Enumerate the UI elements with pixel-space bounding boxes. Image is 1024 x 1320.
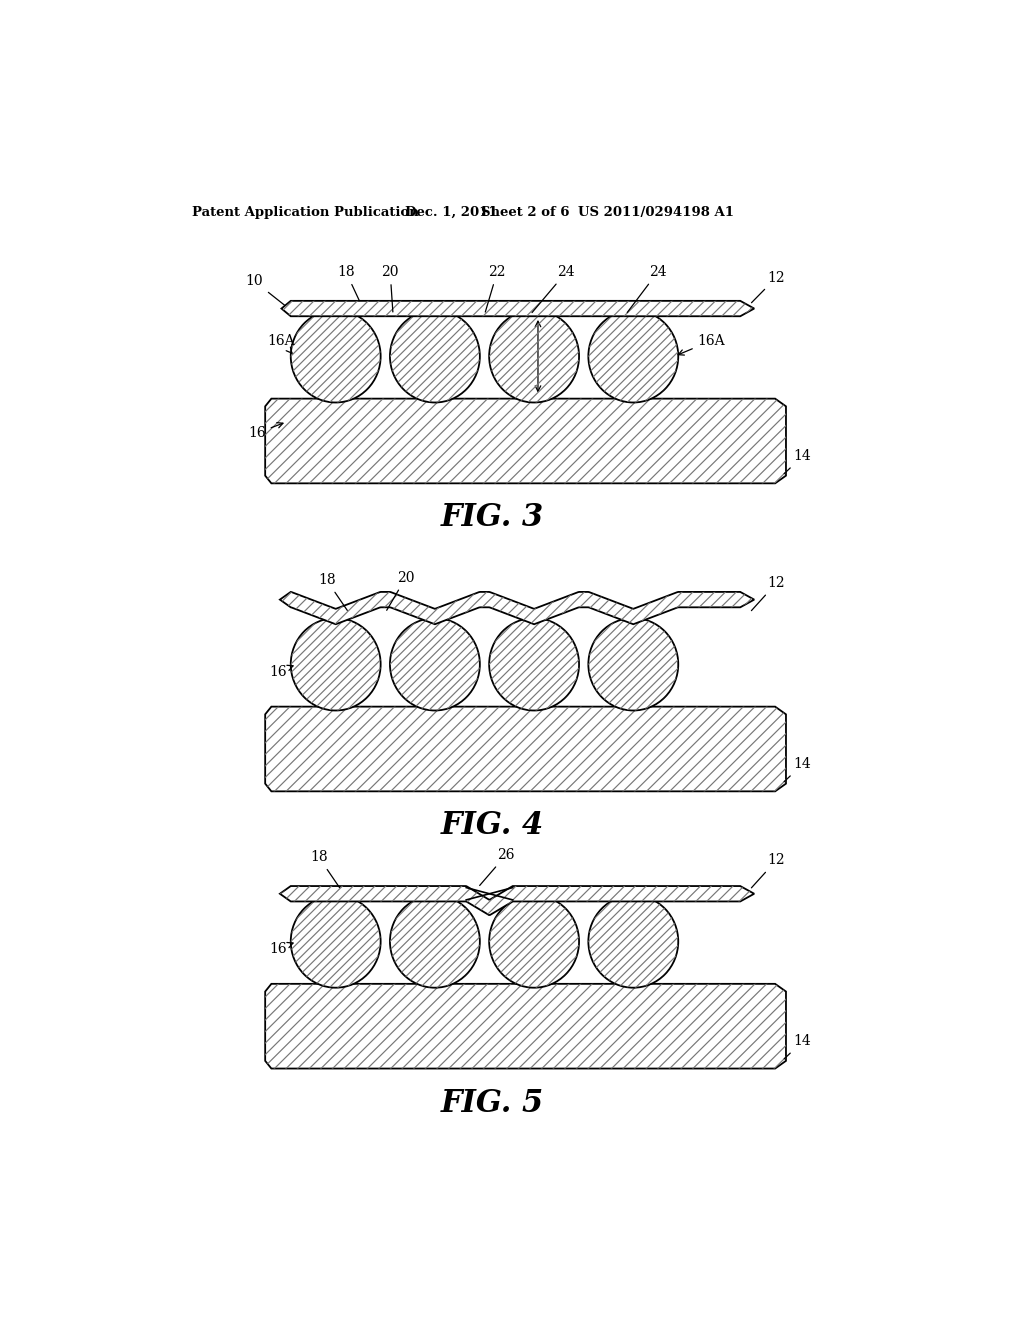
Text: 24: 24: [532, 265, 574, 313]
Text: 12: 12: [752, 271, 785, 302]
Text: 16: 16: [248, 422, 283, 440]
Text: 20: 20: [387, 572, 415, 610]
Text: 16: 16: [269, 665, 293, 678]
Text: 16: 16: [269, 942, 293, 956]
Ellipse shape: [489, 618, 579, 710]
Text: 18: 18: [317, 573, 347, 610]
Text: 14: 14: [784, 449, 811, 474]
Ellipse shape: [291, 310, 381, 403]
Ellipse shape: [390, 895, 480, 987]
Ellipse shape: [589, 618, 678, 710]
Ellipse shape: [390, 618, 480, 710]
Text: 14: 14: [784, 1035, 811, 1059]
Text: 26: 26: [479, 849, 515, 886]
Text: 12: 12: [752, 854, 785, 888]
Text: FIG. 5: FIG. 5: [440, 1088, 544, 1118]
Text: 16A: 16A: [267, 334, 295, 354]
Text: 18: 18: [310, 850, 340, 887]
Ellipse shape: [489, 895, 579, 987]
Text: 12: 12: [752, 577, 785, 611]
Polygon shape: [265, 983, 786, 1069]
Text: 24: 24: [628, 265, 667, 313]
Text: Sheet 2 of 6: Sheet 2 of 6: [480, 206, 569, 219]
Ellipse shape: [589, 895, 678, 987]
Polygon shape: [265, 706, 786, 792]
Text: 14: 14: [784, 758, 811, 781]
Text: 20: 20: [381, 265, 399, 312]
Ellipse shape: [291, 618, 381, 710]
Text: FIG. 4: FIG. 4: [440, 810, 544, 841]
Text: 10: 10: [246, 275, 285, 305]
Text: 22: 22: [485, 265, 506, 312]
Ellipse shape: [291, 895, 381, 987]
Ellipse shape: [489, 310, 579, 403]
Text: Dec. 1, 2011: Dec. 1, 2011: [406, 206, 498, 219]
Text: Patent Application Publication: Patent Application Publication: [191, 206, 418, 219]
Text: US 2011/0294198 A1: US 2011/0294198 A1: [578, 206, 733, 219]
Text: 18: 18: [337, 265, 359, 301]
Ellipse shape: [589, 310, 678, 403]
Ellipse shape: [390, 310, 480, 403]
Polygon shape: [280, 886, 755, 915]
Text: 16A: 16A: [678, 334, 725, 355]
Polygon shape: [265, 399, 786, 483]
Text: FIG. 3: FIG. 3: [440, 503, 544, 533]
Polygon shape: [282, 301, 755, 317]
Polygon shape: [280, 591, 755, 624]
